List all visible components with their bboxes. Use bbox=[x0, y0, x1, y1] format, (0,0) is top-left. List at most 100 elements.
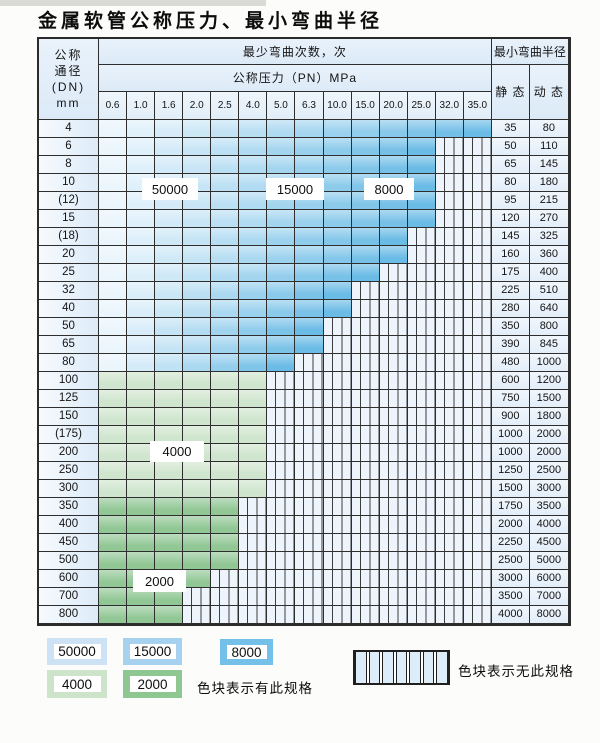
dynamic-radius-cell: 6000 bbox=[529, 570, 569, 588]
no-spec-cell bbox=[463, 444, 492, 462]
static-radius-cell: 3000 bbox=[491, 570, 530, 588]
spec-cell bbox=[155, 138, 184, 156]
no-spec-cell bbox=[211, 588, 240, 606]
spec-cell bbox=[323, 264, 352, 282]
spec-cell bbox=[267, 228, 296, 246]
static-radius-cell: 225 bbox=[491, 282, 530, 300]
no-spec-cell bbox=[323, 588, 352, 606]
dn-cell-50: 50 bbox=[39, 318, 99, 336]
pn-tick-5.0: 5.0 bbox=[267, 92, 296, 120]
spec-cell bbox=[211, 138, 240, 156]
spec-cell bbox=[267, 156, 296, 174]
static-radius-cell: 2000 bbox=[491, 516, 530, 534]
spec-cell bbox=[239, 246, 268, 264]
no-spec-cell bbox=[379, 282, 408, 300]
dn-cell-800: 800 bbox=[39, 606, 99, 624]
no-spec-cell bbox=[323, 498, 352, 516]
spec-cell bbox=[99, 210, 128, 228]
dynamic-radius-cell: 510 bbox=[529, 282, 569, 300]
dynamic-radius-cell: 845 bbox=[529, 336, 569, 354]
dynamic-radius-cell: 2500 bbox=[529, 462, 569, 480]
no-spec-cell bbox=[435, 228, 464, 246]
no-spec-cell bbox=[351, 588, 380, 606]
no-spec-cell bbox=[407, 570, 436, 588]
spec-cell bbox=[295, 210, 324, 228]
spec-cell bbox=[323, 138, 352, 156]
corner-header-dn: 公称 通径 (DN) mm bbox=[39, 39, 99, 120]
no-spec-cell bbox=[267, 498, 296, 516]
dn-cell-600: 600 bbox=[39, 570, 99, 588]
no-spec-cell bbox=[351, 570, 380, 588]
no-spec-cell bbox=[463, 354, 492, 372]
pn-tick-20.0: 20.0 bbox=[379, 92, 408, 120]
dynamic-radius-cell: 800 bbox=[529, 318, 569, 336]
no-spec-cell bbox=[463, 588, 492, 606]
no-spec-cell bbox=[407, 336, 436, 354]
dn-cell-200: 200 bbox=[39, 444, 99, 462]
no-spec-cell bbox=[463, 498, 492, 516]
spec-cell bbox=[211, 462, 240, 480]
no-spec-cell bbox=[379, 408, 408, 426]
spec-cell bbox=[407, 138, 436, 156]
no-spec-cell bbox=[351, 552, 380, 570]
dn-cell-(175): (175) bbox=[39, 426, 99, 444]
cycle-label-50000: 50000 bbox=[142, 178, 198, 200]
spec-cell bbox=[407, 156, 436, 174]
spec-cell bbox=[379, 246, 408, 264]
spec-cell bbox=[183, 264, 212, 282]
pn-tick-35.0: 35.0 bbox=[463, 92, 492, 120]
no-spec-cell bbox=[435, 192, 464, 210]
no-spec-cell bbox=[463, 300, 492, 318]
no-spec-cell bbox=[379, 372, 408, 390]
dynamic-radius-cell: 1000 bbox=[529, 354, 569, 372]
spec-cell bbox=[239, 156, 268, 174]
corner-line-1: 公称 bbox=[54, 48, 83, 62]
spec-cell bbox=[127, 516, 156, 534]
spec-cell bbox=[239, 354, 268, 372]
spec-cell bbox=[183, 300, 212, 318]
spec-cell bbox=[239, 444, 268, 462]
no-spec-cell bbox=[435, 534, 464, 552]
spec-cell bbox=[99, 480, 128, 498]
no-spec-cell bbox=[435, 246, 464, 264]
dynamic-radius-cell: 270 bbox=[529, 210, 569, 228]
dn-cell-65: 65 bbox=[39, 336, 99, 354]
spec-cell bbox=[155, 408, 184, 426]
legend-swatch-label: 50000 bbox=[53, 644, 101, 659]
legend-swatch-label: 2000 bbox=[129, 676, 176, 692]
spec-cell bbox=[155, 264, 184, 282]
no-spec-cell bbox=[379, 516, 408, 534]
static-radius-cell: 900 bbox=[491, 408, 530, 426]
no-spec-cell bbox=[239, 552, 268, 570]
no-spec-cell bbox=[379, 534, 408, 552]
no-spec-cell bbox=[267, 552, 296, 570]
pn-tick-2.0: 2.0 bbox=[183, 92, 212, 120]
spec-cell bbox=[155, 516, 184, 534]
nominal-pressure-header: 公称压力（PN）MPa bbox=[99, 65, 492, 92]
dn-cell-(18): (18) bbox=[39, 228, 99, 246]
no-spec-cell bbox=[295, 444, 324, 462]
spec-cell bbox=[127, 390, 156, 408]
spec-cell bbox=[295, 264, 324, 282]
no-spec-cell bbox=[295, 498, 324, 516]
spec-cell bbox=[127, 498, 156, 516]
no-spec-cell bbox=[435, 570, 464, 588]
no-spec-cell bbox=[463, 372, 492, 390]
dn-cell-350: 350 bbox=[39, 498, 99, 516]
spec-cell bbox=[351, 246, 380, 264]
spec-cell bbox=[211, 210, 240, 228]
spec-cell bbox=[267, 120, 296, 138]
no-spec-cell bbox=[267, 588, 296, 606]
dynamic-radius-cell: 3500 bbox=[529, 498, 569, 516]
static-radius-cell: 1750 bbox=[491, 498, 530, 516]
no-spec-cell bbox=[435, 300, 464, 318]
spec-cell bbox=[99, 462, 128, 480]
dn-cell-20: 20 bbox=[39, 246, 99, 264]
no-spec-cell bbox=[435, 318, 464, 336]
no-spec-cell bbox=[463, 462, 492, 480]
no-spec-cell bbox=[323, 318, 352, 336]
bend-cycles-header: 最少弯曲次数，次 bbox=[99, 39, 492, 65]
spec-cell bbox=[295, 120, 324, 138]
spec-cell bbox=[379, 138, 408, 156]
static-radius-cell: 120 bbox=[491, 210, 530, 228]
